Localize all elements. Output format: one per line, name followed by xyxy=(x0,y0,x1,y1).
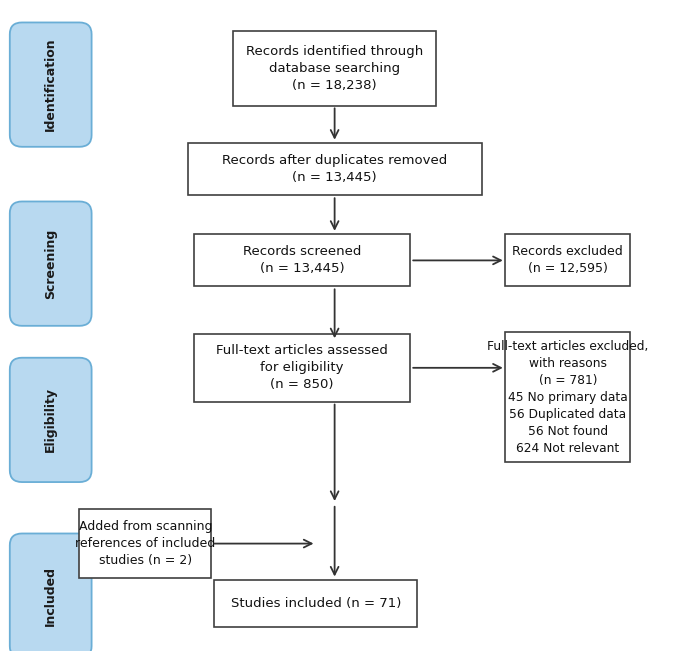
FancyBboxPatch shape xyxy=(9,534,91,651)
FancyBboxPatch shape xyxy=(214,580,417,628)
Text: Added from scanning
references of included
studies (n = 2): Added from scanning references of includ… xyxy=(75,520,216,567)
Text: Identification: Identification xyxy=(44,38,57,132)
FancyBboxPatch shape xyxy=(505,332,630,462)
Text: Full-text articles assessed
for eligibility
(n = 850): Full-text articles assessed for eligibil… xyxy=(216,344,388,391)
Text: Studies included (n = 71): Studies included (n = 71) xyxy=(231,597,401,610)
Text: Eligibility: Eligibility xyxy=(44,387,57,452)
FancyBboxPatch shape xyxy=(9,202,91,326)
FancyBboxPatch shape xyxy=(9,22,91,147)
FancyBboxPatch shape xyxy=(194,234,410,286)
FancyBboxPatch shape xyxy=(79,509,211,578)
FancyBboxPatch shape xyxy=(233,31,436,106)
Text: Records excluded
(n = 12,595): Records excluded (n = 12,595) xyxy=(512,245,623,275)
Text: Full-text articles excluded,
with reasons
(n = 781)
45 No primary data
56 Duplic: Full-text articles excluded, with reason… xyxy=(487,340,648,454)
Text: Records after duplicates removed
(n = 13,445): Records after duplicates removed (n = 13… xyxy=(222,154,448,184)
Text: Included: Included xyxy=(44,566,57,626)
FancyBboxPatch shape xyxy=(9,358,91,482)
Text: Screening: Screening xyxy=(44,229,57,299)
FancyBboxPatch shape xyxy=(505,234,630,286)
FancyBboxPatch shape xyxy=(187,143,481,195)
FancyBboxPatch shape xyxy=(194,333,410,402)
Text: Records screened
(n = 13,445): Records screened (n = 13,445) xyxy=(243,245,362,275)
Text: Records identified through
database searching
(n = 18,238): Records identified through database sear… xyxy=(246,45,423,92)
